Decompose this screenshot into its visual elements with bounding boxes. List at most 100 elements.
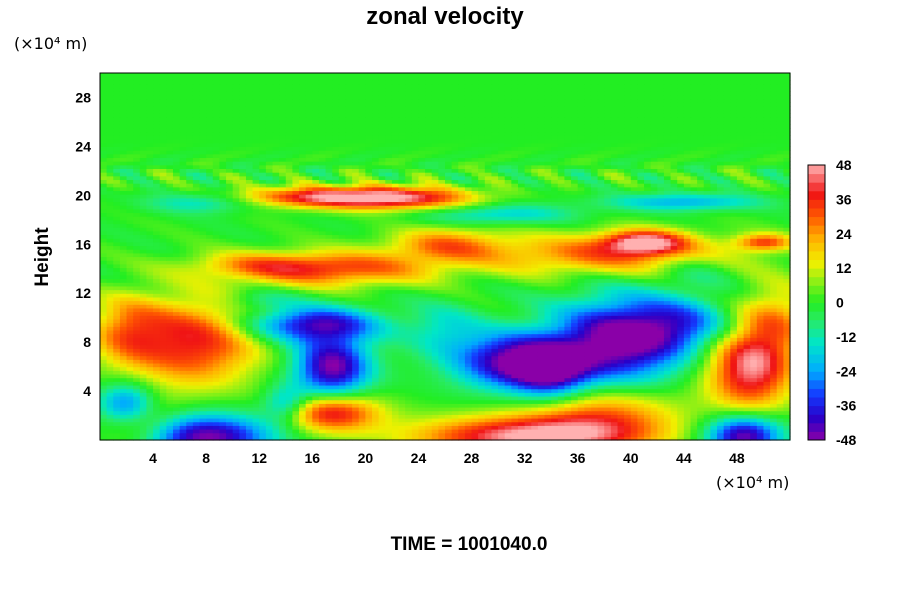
heatmap-cell [590,428,599,434]
heatmap-cell [783,366,791,371]
heatmap-cell [352,377,360,382]
heatmap-cell [219,289,227,294]
heatmap-cell [604,351,612,357]
heatmap-cell [113,311,121,316]
heatmap-cell [464,359,473,364]
heatmap-cell [279,351,287,357]
heatmap-cell [299,329,307,335]
heatmap-cell [683,300,692,305]
heatmap-cell [683,322,692,327]
heatmap-cell [153,399,161,404]
heatmap-cell [471,282,479,287]
heatmap-cell [305,414,313,419]
heatmap-cell [146,285,154,291]
heatmap-cell [279,436,287,441]
heatmap-cell [511,333,519,338]
heatmap-cell [119,355,128,360]
heatmap-cell [458,333,466,338]
heatmap-cell [624,340,632,346]
heatmap-cell [677,373,685,379]
heatmap-cell [438,315,446,320]
heatmap-cell [113,278,121,283]
heatmap-cell [206,381,214,386]
heatmap-cell [318,340,327,346]
heatmap-cell [299,403,307,408]
heatmap-cell [743,355,751,360]
heatmap-cell [431,366,439,371]
heatmap-cell [551,311,559,316]
heatmap-cell [451,348,459,353]
heatmap-cell [232,326,240,331]
heatmap-cell [179,388,187,393]
heatmap-cell [524,362,532,368]
heatmap-cell [670,384,678,390]
heatmap-cell [345,381,353,386]
heatmap-cell [279,307,287,313]
heatmap-cell [637,267,645,272]
heatmap-cell [305,311,313,316]
heatmap-cell [153,300,161,305]
heatmap-cell [551,348,559,353]
heatmap-cell [199,377,207,382]
heatmap-cell [146,425,154,430]
heatmap-cell [504,329,512,335]
heatmap-cell [259,406,267,412]
heatmap-cell [139,304,148,309]
heatmap-cell [113,322,121,327]
heatmap-cell [445,285,453,291]
heatmap-cell [776,348,784,353]
heatmap-cell [717,271,725,276]
heatmap-cell [644,337,652,342]
heatmap-cell [590,267,599,272]
heatmap-cell [279,329,287,335]
heatmap-cell [179,406,187,412]
heatmap-cell [717,348,725,353]
heatmap-cell [703,436,711,441]
heatmap-cell [657,414,665,419]
heatmap-cell [385,359,393,364]
heatmap-cell [378,340,386,346]
heatmap-cell [332,381,340,386]
heatmap-cell [106,351,114,357]
heatmap-cell [226,304,234,309]
heatmap-cell [259,340,267,346]
heatmap-cell [411,293,420,298]
heatmap-cell [372,366,380,371]
heatmap-cell [703,425,711,430]
heatmap-cell [604,403,612,408]
heatmap-cell [624,362,632,368]
heatmap-cell [212,315,221,320]
heatmap-cell [385,366,393,371]
heatmap-cell [219,304,227,309]
heatmap-cell [524,289,532,294]
heatmap-cell [259,351,267,357]
heatmap-cell [577,406,585,412]
heatmap-cell [279,300,287,305]
heatmap-cell [245,421,254,426]
heatmap-cell [133,384,141,390]
heatmap-cell [385,263,393,269]
heatmap-cell [770,293,778,298]
heatmap-cell [763,304,771,309]
heatmap-cell [630,410,638,415]
heatmap-cell [557,370,566,375]
heatmap-cell [166,410,174,415]
heatmap-cell [690,388,698,393]
heatmap-cell [106,271,114,276]
heatmap-cell [405,304,413,309]
heatmap-cell [100,410,108,415]
heatmap-cell [179,436,187,441]
heatmap-cell [770,373,778,379]
heatmap-cell [730,362,738,368]
heatmap-cell [571,271,579,276]
heatmap-cell [564,406,572,412]
heatmap-cell [372,373,380,379]
heatmap-cell [511,432,519,437]
heatmap-cell [372,329,380,335]
heatmap-cell [464,384,473,390]
heatmap-cell [318,300,327,305]
heatmap-cell [252,300,260,305]
heatmap-cell [345,403,353,408]
heatmap-cell [657,278,665,283]
heatmap-cell [259,326,267,331]
